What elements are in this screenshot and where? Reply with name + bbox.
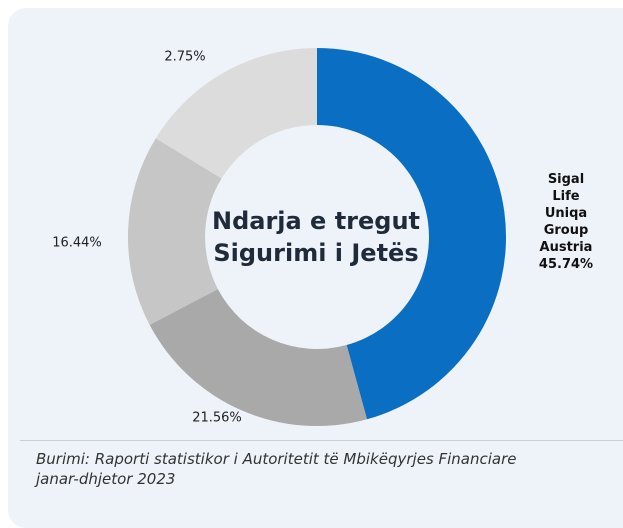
donut-segment bbox=[155, 112, 233, 179]
value-label: 21.56% bbox=[192, 410, 242, 426]
donut-segment bbox=[128, 138, 222, 325]
source-note: Burimi: Raporti statistikor i Autoriteti… bbox=[36, 450, 517, 488]
divider bbox=[20, 440, 623, 441]
chart-title: Ndarja e tregut Sigurimi i Jetës bbox=[211, 207, 421, 267]
donut-segment bbox=[317, 48, 507, 420]
category-label: Sigal Life Uniqa Group Austria bbox=[539, 172, 593, 255]
page: {"chart_data": {"type": "donut", "title"… bbox=[8, 8, 623, 528]
value-label: 45.74% bbox=[538, 257, 594, 272]
donut-segment bbox=[149, 289, 367, 426]
value-label: 16.44% bbox=[52, 235, 102, 251]
legend-label: Sigal Life Uniqa Group Austria 45.74% bbox=[538, 171, 595, 273]
value-label: 2.75% bbox=[164, 49, 206, 65]
chart bbox=[128, 48, 507, 426]
